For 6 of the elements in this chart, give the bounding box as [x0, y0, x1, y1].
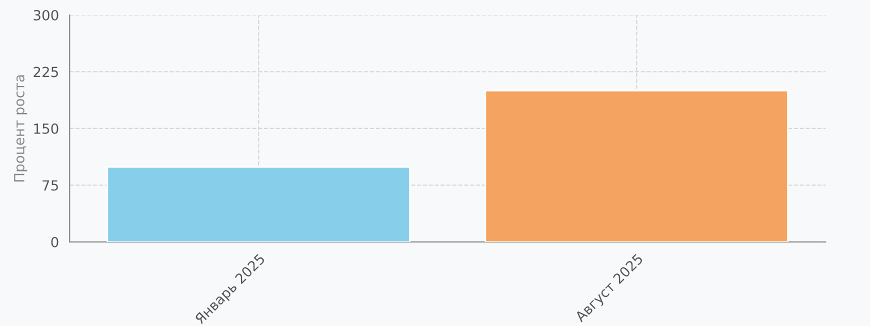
y-tick-label: 75 [42, 180, 58, 191]
y-tick-label: 150 [34, 123, 58, 134]
y-tick-label: 225 [34, 66, 58, 78]
y-axis-title: Процент роста [14, 75, 28, 182]
y-tick-label: 300 [34, 10, 58, 20]
y-tick-label: 0 [51, 236, 58, 248]
